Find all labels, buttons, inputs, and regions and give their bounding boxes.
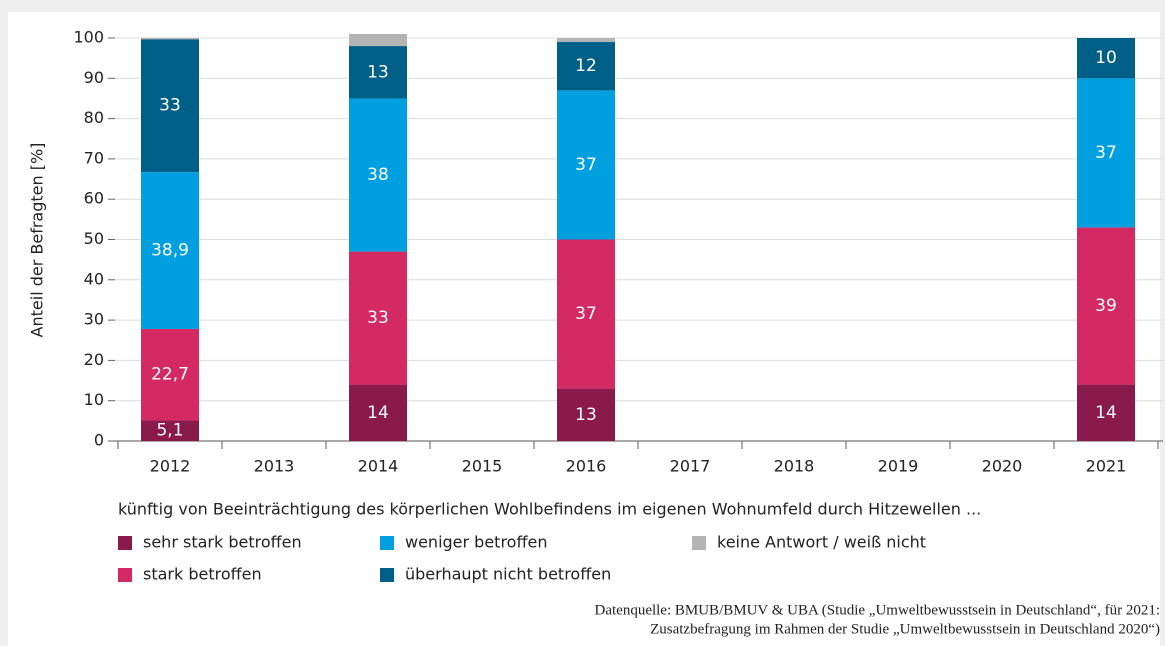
bar-segment: [141, 39, 199, 173]
bar-segment: [1077, 78, 1135, 228]
y-tick-label: 30: [84, 310, 104, 329]
bar-segment: [349, 251, 407, 385]
data-label: 37: [1095, 143, 1117, 163]
bar-segment: [557, 38, 615, 43]
bar-segment: [141, 420, 199, 441]
legend-swatch: [380, 536, 394, 550]
bar-segment: [557, 90, 615, 240]
bar-segment: [349, 98, 407, 252]
data-label: 37: [575, 155, 597, 175]
data-label: 38,9: [151, 241, 189, 261]
bar-segment: [557, 42, 615, 91]
y-tick-label: 40: [84, 269, 104, 288]
y-tick-label: 20: [84, 350, 104, 369]
y-tick-label: 100: [73, 28, 104, 47]
x-tick-label: 2013: [254, 457, 295, 476]
x-tick-label: 2018: [774, 457, 815, 476]
data-label: 13: [367, 62, 389, 82]
data-label: 22,7: [151, 365, 189, 385]
bar-segment: [1077, 227, 1135, 385]
x-tick-label: 2015: [462, 457, 503, 476]
y-tick-label: 10: [84, 390, 104, 409]
bar-segment: [141, 172, 199, 329]
legend-swatch: [692, 536, 706, 550]
bar-segment: [1077, 38, 1135, 79]
legend-label: sehr stark betroffen: [143, 533, 302, 552]
data-label: 39: [1095, 296, 1117, 316]
x-tick-label: 2019: [878, 457, 919, 476]
data-label: 14: [1095, 403, 1117, 423]
data-label: 5,1: [156, 421, 183, 441]
legend-title: künftig von Beeinträchtigung des körperl…: [118, 500, 981, 519]
x-tick-label: 2021: [1086, 457, 1127, 476]
data-label: 33: [159, 96, 181, 116]
bar-segment: [141, 328, 199, 421]
legend-label: stark betroffen: [143, 565, 262, 584]
legend-label: keine Antwort / weiß nicht: [717, 533, 926, 552]
bar-segment: [349, 46, 407, 99]
x-tick-label: 2016: [566, 457, 607, 476]
bar-segment: [349, 384, 407, 441]
y-tick-label: 50: [84, 229, 104, 248]
data-label: 33: [367, 308, 389, 328]
source: Datenquelle: BMUB/BMUV & UBA (Studie „Um…: [595, 602, 1161, 618]
legend-label: überhaupt nicht betroffen: [405, 565, 611, 584]
legend-swatch: [118, 536, 132, 550]
bar-segment: [557, 388, 615, 441]
x-tick-label: 2020: [982, 457, 1023, 476]
data-label: 37: [575, 304, 597, 324]
y-axis-label: Anteil der Befragten [%]: [28, 143, 47, 338]
data-label: 38: [367, 165, 389, 185]
y-tick-label: 0: [94, 431, 104, 450]
source: Zusatzbefragung im Rahmen der Studie „Um…: [650, 621, 1160, 637]
data-label: 14: [367, 403, 389, 423]
legend-label: weniger betroffen: [405, 533, 547, 552]
legend-swatch: [118, 568, 132, 582]
bar-segment: [557, 239, 615, 389]
x-tick-label: 2012: [150, 457, 191, 476]
x-tick-label: 2017: [670, 457, 711, 476]
bar-segment: [141, 38, 199, 40]
data-label: 10: [1095, 48, 1117, 68]
data-label: 13: [575, 405, 597, 425]
bar-segment: [1077, 384, 1135, 441]
y-tick-label: 90: [84, 68, 104, 87]
y-tick-label: 60: [84, 189, 104, 208]
y-tick-label: 80: [84, 108, 104, 127]
y-tick-label: 70: [84, 148, 104, 167]
x-tick-label: 2014: [358, 457, 399, 476]
legend-swatch: [380, 568, 394, 582]
data-label: 12: [575, 56, 597, 76]
bar-segment: [349, 33, 407, 47]
